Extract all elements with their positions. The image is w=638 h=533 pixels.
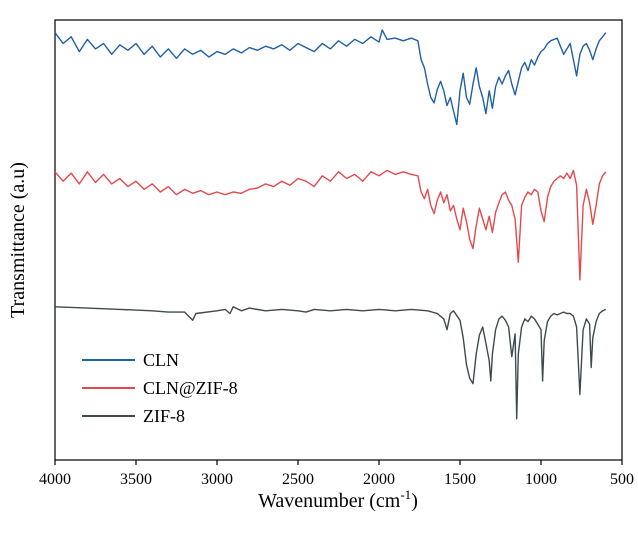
legend: CLN CLN@ZIF-8 ZIF-8 bbox=[82, 350, 238, 426]
x-tick-label: 2500 bbox=[282, 471, 314, 488]
x-tick-label: 1500 bbox=[444, 471, 476, 488]
x-axis-label-main: Wavenumber (cm bbox=[258, 490, 401, 512]
plot-frame bbox=[54, 19, 623, 461]
x-tick-label: 1000 bbox=[525, 471, 557, 488]
series-line-cln-zif-8 bbox=[54, 169, 607, 281]
x-axis-label-tail: ) bbox=[411, 490, 418, 512]
series-layer bbox=[54, 29, 607, 420]
y-axis-label: Transmittance (a.u) bbox=[7, 162, 29, 318]
series-line-cln bbox=[54, 29, 607, 126]
x-tick-label: 500 bbox=[610, 471, 634, 488]
x-tick-label: 3500 bbox=[120, 471, 152, 488]
x-axis-label-sup: -1 bbox=[400, 487, 411, 502]
x-axis-label: Wavenumber (cm-1) bbox=[258, 487, 418, 512]
series-line-zif-8 bbox=[54, 306, 607, 420]
x-axis-ticks: 4000 3500 3000 2500 2000 1500 1000 500 bbox=[39, 460, 634, 488]
x-tick-label: 2000 bbox=[363, 471, 395, 488]
x-tick-label: 4000 bbox=[39, 471, 71, 488]
legend-label-zif8: ZIF-8 bbox=[143, 406, 185, 426]
legend-label-cln-zif8: CLN@ZIF-8 bbox=[143, 378, 238, 398]
x-tick-label: 3000 bbox=[201, 471, 233, 488]
legend-label-cln: CLN bbox=[143, 350, 179, 370]
